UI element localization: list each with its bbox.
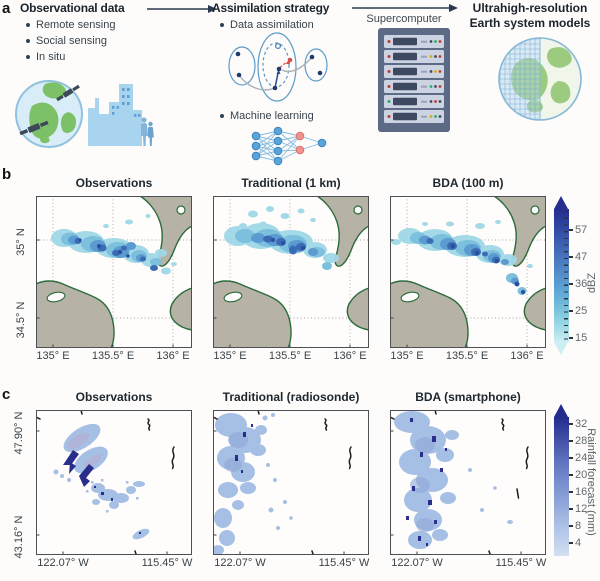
x-axis: 122.07° W 115.45° W xyxy=(390,555,546,571)
arrow-icon xyxy=(352,4,458,12)
cb-tick-16: 16 xyxy=(568,486,588,498)
cb-tick-47: 47 xyxy=(568,251,588,263)
c-xtick: 122.07° W xyxy=(391,557,443,569)
map-title: BDA (100 m) xyxy=(432,176,504,190)
map-c-bda-smartphone: BDA (smartphone) xyxy=(390,390,546,571)
colorbar-minor-ticks xyxy=(564,211,568,340)
state-borders xyxy=(213,410,352,555)
map-b-observations: Observations xyxy=(36,176,192,364)
map-title: Traditional (1 km) xyxy=(241,176,341,190)
cb-tick-32: 32 xyxy=(568,418,588,430)
b-xtick: 135.5° E xyxy=(91,350,135,362)
x-axis: 135° E 135.5° E 136° E xyxy=(213,348,369,364)
colorbar-gradient xyxy=(554,209,569,342)
gridded-globe-icon xyxy=(498,37,582,121)
observational-data-heading: Observational data xyxy=(20,1,125,15)
c-xtick: 115.45° W xyxy=(318,557,370,569)
panel-b-label: b xyxy=(2,166,12,183)
map-b-traditional-1km: Traditional (1 km) xyxy=(213,176,369,364)
panel-a-label: a xyxy=(2,0,11,17)
b-ytick-34-5n: 34.5° N xyxy=(15,301,27,339)
b-xtick: 135.5° E xyxy=(445,350,489,362)
map-b-bda-100m: BDA (100 m) xyxy=(390,176,546,364)
c-xtick: 122.07° W xyxy=(214,557,266,569)
x-axis: 122.07° W 115.45° W xyxy=(213,555,369,571)
x-axis: 135° E 135.5° E 136° E xyxy=(36,348,192,364)
colorbar-unit-dbz: dBZ xyxy=(586,272,598,294)
bullet-social-sensing: Social sensing xyxy=(26,33,116,49)
assimilation-bullet-da: Data assimilation xyxy=(220,17,314,33)
map-title: BDA (smartphone) xyxy=(415,390,521,404)
map-canvas-c-bda xyxy=(390,410,546,555)
map-canvas-b-traditional xyxy=(213,196,369,348)
colorbar-top-arrow xyxy=(554,404,568,417)
b-xtick: 135° E xyxy=(213,350,247,362)
b-xtick: 136° E xyxy=(510,350,544,362)
colorbar-gradient xyxy=(554,417,569,556)
c-xtick: 115.45° W xyxy=(495,557,547,569)
models-heading-line2: Earth system models xyxy=(469,16,591,30)
rainfall xyxy=(53,423,150,540)
b-xtick: 135.5° E xyxy=(268,350,312,362)
cb-tick-20: 20 xyxy=(568,469,588,481)
globe-satellites-icon xyxy=(15,80,83,148)
panel-c-label: c xyxy=(2,386,11,403)
cb-tick-24: 24 xyxy=(568,452,588,464)
map-canvas-c-traditional xyxy=(213,410,369,555)
cb-tick-25: 25 xyxy=(568,305,588,317)
c-xtick: 115.45° W xyxy=(141,557,193,569)
b-xtick: 136° E xyxy=(333,350,367,362)
radar-echoes xyxy=(51,214,177,275)
map-c-traditional-radiosonde: Traditional (radiosonde) xyxy=(213,390,369,571)
arrow-icon xyxy=(147,5,217,13)
cb-tick-12: 12 xyxy=(568,503,588,515)
radar-echoes xyxy=(224,206,339,270)
cb-tick-36: 36 xyxy=(568,278,588,290)
bullet-remote-sensing: Remote sensing xyxy=(26,17,116,33)
assimilation-strategy-heading: Assimilation strategy xyxy=(212,1,330,15)
c-ytick-4316n: 43.16° N xyxy=(13,515,25,559)
observational-bullet-list: Remote sensing Social sensing In situ xyxy=(26,17,116,65)
colorbar-unit-rainfall: Rainfall forecast (mm) xyxy=(585,428,597,536)
cb-tick-8: 8 xyxy=(568,520,582,532)
map-c-observations: Observations xyxy=(36,390,192,571)
bullet-in-situ: In situ xyxy=(26,49,116,65)
cb-tick-15: 15 xyxy=(568,332,588,344)
c-ytick-4790n: 47.90° N xyxy=(13,411,25,455)
colorbar-rainfall: 32 28 24 20 16 12 8 4 xyxy=(554,404,600,564)
map-title: Observations xyxy=(75,390,153,404)
map-canvas-c-observations xyxy=(36,410,192,555)
c-xtick: 122.07° W xyxy=(37,557,89,569)
map-canvas-b-observations xyxy=(36,196,192,348)
map-title: Observations xyxy=(75,176,153,190)
radar-echoes xyxy=(391,220,533,295)
cb-tick-57: 57 xyxy=(568,224,588,236)
supercomputer-label: Supercomputer xyxy=(366,13,442,25)
colorbar-bottom-arrow xyxy=(554,342,568,355)
x-axis: 122.07° W 115.45° W xyxy=(36,555,192,571)
assimilation-bullet-ml: Machine learning xyxy=(220,108,314,124)
b-xtick: 135° E xyxy=(36,350,70,362)
colorbar-dbz: 57 47 36 25 15 xyxy=(554,196,600,362)
x-axis: 135° E 135.5° E 136° E xyxy=(390,348,546,364)
cb-tick-28: 28 xyxy=(568,435,588,447)
models-heading-line1: Ultrahigh-resolution xyxy=(472,1,588,15)
data-assimilation-diagram xyxy=(228,32,328,102)
cb-tick-4: 4 xyxy=(568,537,582,549)
neural-network-icon xyxy=(251,126,327,166)
b-ytick-35n: 35° N xyxy=(15,228,27,256)
b-xtick: 135° E xyxy=(390,350,424,362)
colorbar-top-arrow xyxy=(554,196,568,209)
rainfall xyxy=(213,413,293,555)
server-rack-icon xyxy=(378,28,450,132)
rainfall xyxy=(394,411,513,549)
b-xtick: 136° E xyxy=(156,350,190,362)
city-icon xyxy=(88,84,154,146)
models-heading: Ultrahigh-resolution Earth system models xyxy=(460,1,600,31)
map-title: Traditional (radiosonde) xyxy=(222,390,360,404)
map-canvas-b-bda xyxy=(390,196,546,348)
